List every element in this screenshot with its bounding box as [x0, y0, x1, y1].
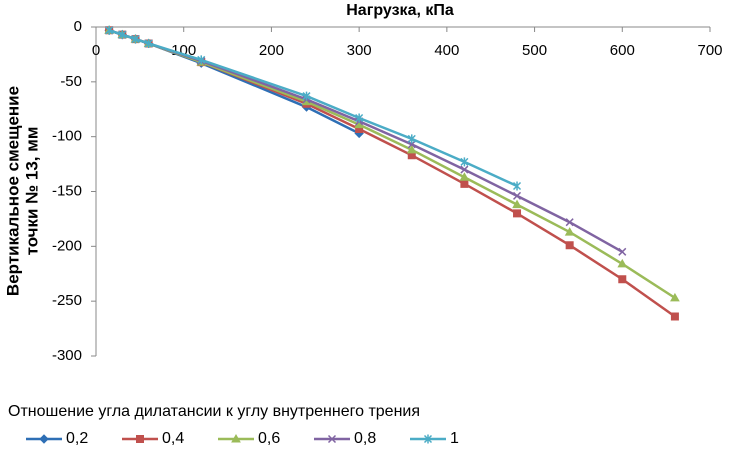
y-tick-label: -200 — [52, 237, 82, 254]
legend-marker — [231, 433, 241, 443]
marker — [618, 247, 627, 256]
chart-title: Нагрузка, кПа — [346, 2, 454, 19]
legend-label: 0,8 — [354, 430, 376, 447]
legend-marker — [39, 434, 49, 444]
y-axis-label: Вертикальное смещение — [3, 86, 22, 296]
marker — [618, 275, 627, 284]
marker — [460, 165, 469, 174]
x-tick-label: 700 — [697, 42, 722, 59]
x-tick-label: 200 — [259, 42, 284, 59]
legend-label: 0,4 — [162, 430, 184, 447]
x-tick-label: 500 — [522, 42, 547, 59]
marker — [407, 134, 416, 144]
marker — [512, 191, 522, 200]
y-tick-label: -100 — [52, 128, 82, 145]
marker — [118, 30, 127, 40]
y-tick-label: -250 — [52, 292, 82, 309]
legend-label: 0,6 — [258, 430, 280, 447]
marker — [512, 199, 522, 209]
legend-marker — [423, 434, 433, 444]
marker — [131, 34, 140, 44]
marker — [513, 209, 522, 218]
marker — [512, 181, 522, 191]
marker — [406, 144, 417, 154]
x-tick-label: 400 — [434, 42, 459, 59]
marker — [144, 38, 153, 48]
marker — [617, 258, 628, 268]
series-line — [108, 29, 676, 318]
x-tick-label: 300 — [347, 42, 372, 59]
legend-label: 0,2 — [66, 430, 88, 447]
y-tick-label: -300 — [52, 347, 82, 364]
series-line — [108, 29, 518, 188]
legend-marker — [327, 434, 337, 444]
marker — [565, 241, 574, 250]
legend-title: Отношение угла дилатансии к углу внутрен… — [8, 403, 420, 420]
y-tick-label: -150 — [52, 182, 82, 199]
y-axis-label: точки № 13, мм — [22, 127, 41, 256]
legend-label: 1 — [450, 430, 459, 447]
x-tick-label: 600 — [610, 42, 635, 59]
marker — [460, 157, 469, 167]
y-tick-label: -50 — [60, 73, 82, 90]
marker — [460, 179, 469, 188]
marker — [564, 227, 575, 236]
marker — [459, 172, 470, 181]
marker — [670, 292, 680, 302]
x-tick-label: 0 — [92, 42, 100, 59]
marker — [565, 218, 574, 227]
marker — [670, 312, 679, 321]
marker — [197, 55, 206, 65]
marker — [302, 91, 311, 101]
y-tick-label: 0 — [74, 18, 82, 35]
legend-marker — [136, 435, 144, 443]
marker — [105, 25, 114, 35]
marker — [355, 113, 364, 123]
